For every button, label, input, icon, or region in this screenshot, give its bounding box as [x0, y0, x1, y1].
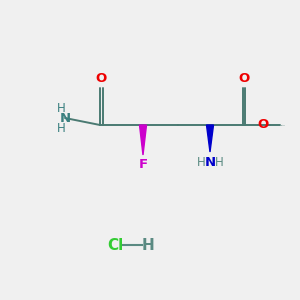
Text: H: H	[142, 238, 154, 253]
Text: H: H	[57, 122, 65, 134]
Text: methyl: methyl	[280, 124, 285, 126]
Polygon shape	[140, 125, 146, 155]
Text: H: H	[196, 155, 206, 169]
Text: O: O	[257, 118, 268, 130]
Text: N: N	[59, 112, 70, 124]
Text: F: F	[138, 158, 148, 170]
Polygon shape	[206, 125, 214, 152]
Text: O: O	[95, 72, 106, 85]
Text: O: O	[238, 72, 250, 85]
Text: H: H	[57, 101, 65, 115]
Text: N: N	[204, 155, 216, 169]
Text: Cl: Cl	[107, 238, 123, 253]
Text: H: H	[214, 155, 224, 169]
